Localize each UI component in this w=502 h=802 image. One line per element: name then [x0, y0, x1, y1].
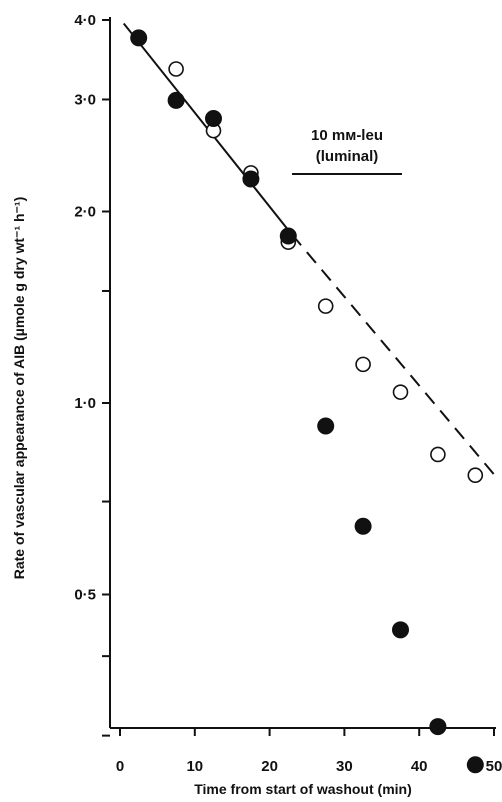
x-tick-label: 20: [261, 758, 278, 775]
annotation-label: 10 mᴍ-leu: [311, 127, 383, 144]
y-tick-label: 0·5: [74, 587, 96, 604]
open-point: [392, 384, 409, 400]
data-points: [130, 29, 484, 774]
y-ticks: 0·5 1·0 2·0 3·0 4·0: [74, 12, 110, 737]
x-tick-label: 40: [411, 758, 428, 775]
filled-point: [317, 417, 335, 435]
y-tick-label: 3·0: [74, 91, 96, 108]
y-tick-label: 4·0: [74, 12, 96, 29]
open-point: [355, 356, 371, 373]
y-tick-label: 1·0: [74, 395, 96, 412]
annotation-sublabel: (luminal): [316, 148, 379, 165]
filled-point: [354, 517, 372, 535]
x-ticks: 0 10 20 30 40 50: [116, 728, 502, 775]
annotation: 10 mᴍ-leu (luminal): [292, 127, 402, 175]
open-point: [467, 467, 484, 484]
fit-lines: [122, 22, 499, 480]
open-point: [168, 61, 184, 77]
y-axis-title: Rate of vascular appearance of AIB (µmol…: [11, 197, 27, 580]
filled-point: [466, 756, 484, 774]
y-tick-label: 2·0: [74, 204, 96, 221]
open-point: [317, 298, 334, 314]
x-axis-title: Time from start of washout (min): [194, 781, 412, 797]
fit-line: [122, 22, 290, 231]
filled-point: [242, 170, 260, 188]
x-tick-label: 0: [116, 758, 124, 775]
x-tick-label: 10: [186, 758, 203, 775]
open-point: [430, 446, 446, 463]
x-tick-label: 50: [486, 758, 502, 775]
filled-point: [167, 91, 185, 109]
filled-point: [429, 718, 447, 736]
filled-point: [130, 29, 148, 47]
axes: [109, 17, 496, 729]
filled-point: [279, 227, 297, 245]
filled-point: [205, 110, 222, 128]
x-tick-label: 30: [336, 758, 353, 775]
extrapolated-line: [291, 233, 499, 480]
filled-point: [392, 621, 409, 639]
